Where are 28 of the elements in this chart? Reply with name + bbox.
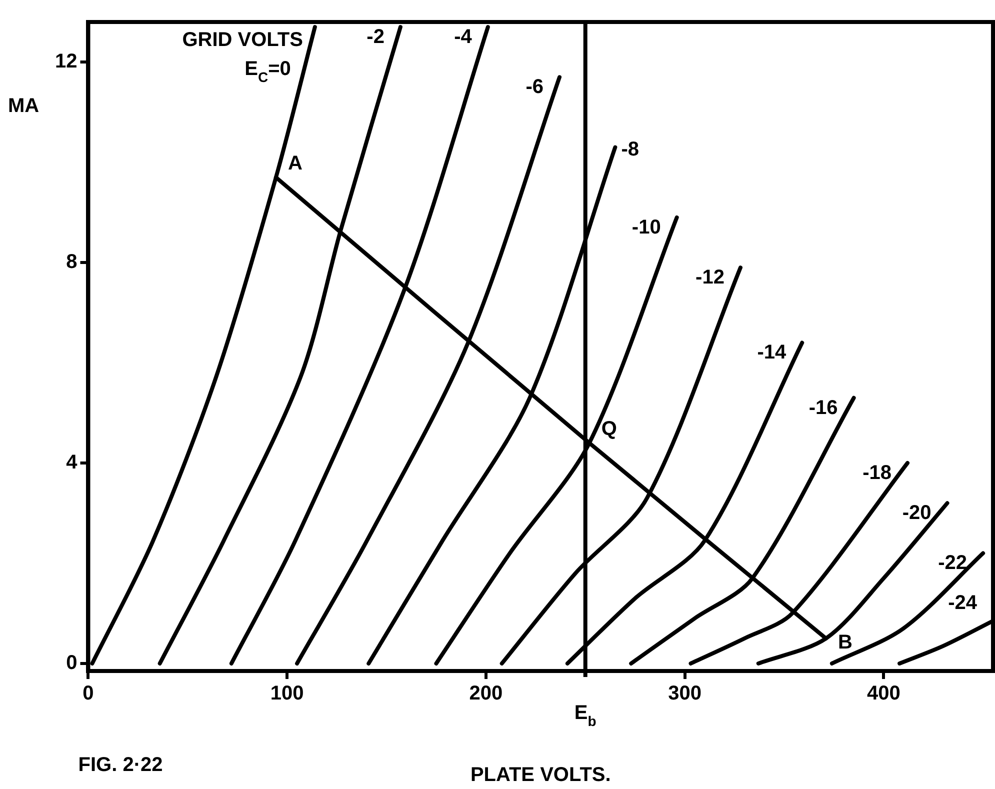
series-label: -24	[948, 592, 978, 614]
y-tick-label: 8	[66, 251, 78, 274]
series-label: -4	[454, 26, 473, 48]
series-label: -16	[808, 396, 838, 419]
series-label: -2	[366, 26, 384, 48]
x-tick-label: 400	[866, 682, 900, 705]
x-tick-label: 300	[668, 682, 702, 705]
series-label: -6	[526, 76, 544, 98]
series-label: -22	[938, 552, 968, 574]
series-label: -18	[862, 462, 892, 484]
x-tick-label: 100	[270, 682, 304, 705]
series-label: -8	[621, 138, 639, 160]
y-axis-title: MA	[8, 95, 40, 117]
series-label: -14	[757, 342, 787, 364]
annotation: B	[838, 631, 852, 654]
y-tick-label: 0	[66, 652, 78, 674]
annotation: Q	[601, 418, 617, 440]
series-label: -20	[902, 502, 932, 524]
x-tick-label: 0	[82, 682, 94, 705]
annotation: A	[288, 152, 302, 174]
series-label: -10	[632, 216, 661, 238]
series-label: -12	[696, 266, 724, 289]
x-axis-title: PLATE VOLTS.	[470, 764, 611, 786]
y-tick-label: 4	[66, 452, 78, 474]
legend-title: GRID VOLTS	[182, 29, 303, 51]
caption: FIG. 2·22	[78, 754, 163, 776]
x-tick-label: 200	[469, 682, 503, 705]
y-tick-label: 12	[54, 50, 78, 73]
